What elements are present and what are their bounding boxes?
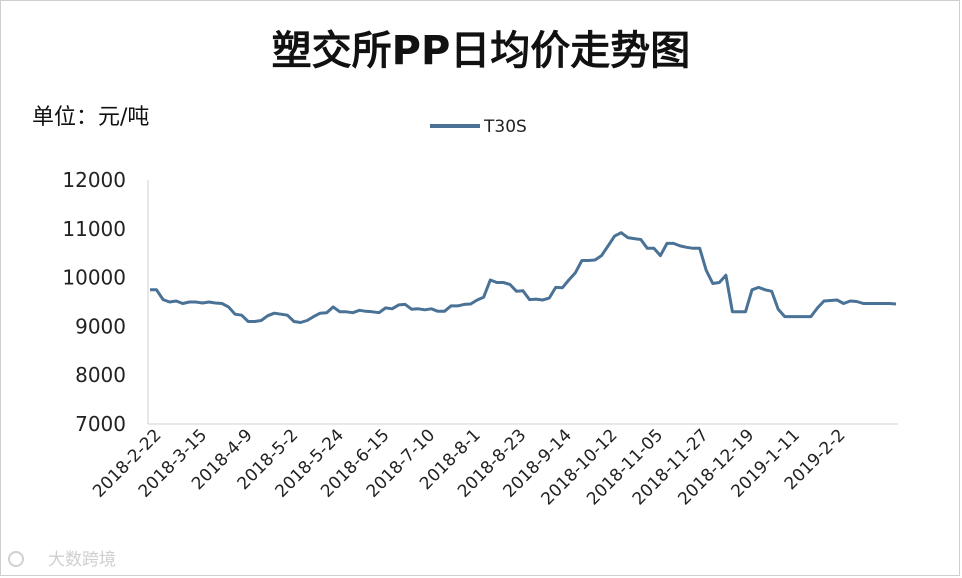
watermark: 大数跨境 bbox=[8, 550, 116, 570]
y-tick-label: 9000 bbox=[75, 314, 126, 338]
legend: T30S bbox=[430, 117, 527, 137]
x-axis-ticks: 2018-2-222018-3-152018-4-92018-5-22018-5… bbox=[89, 425, 849, 509]
y-tick-label: 8000 bbox=[75, 363, 126, 387]
series-layer bbox=[150, 231, 897, 324]
y-tick-label: 10000 bbox=[62, 266, 126, 290]
chart-title: 塑交所PP日均价走势图 bbox=[272, 28, 691, 74]
y-tick-label: 7000 bbox=[75, 412, 126, 436]
y-axis-ticks: 12000 11000 10000 9000 8000 7000 bbox=[62, 168, 126, 436]
series-line-0 bbox=[150, 231, 897, 324]
y-tick-label: 11000 bbox=[62, 217, 126, 241]
legend-label: T30S bbox=[483, 117, 527, 137]
y-tick-label: 12000 bbox=[62, 168, 126, 192]
watermark-icon bbox=[8, 551, 24, 567]
unit-label: 单位：元/吨 bbox=[32, 105, 149, 130]
watermark-text: 大数跨境 bbox=[48, 550, 116, 570]
